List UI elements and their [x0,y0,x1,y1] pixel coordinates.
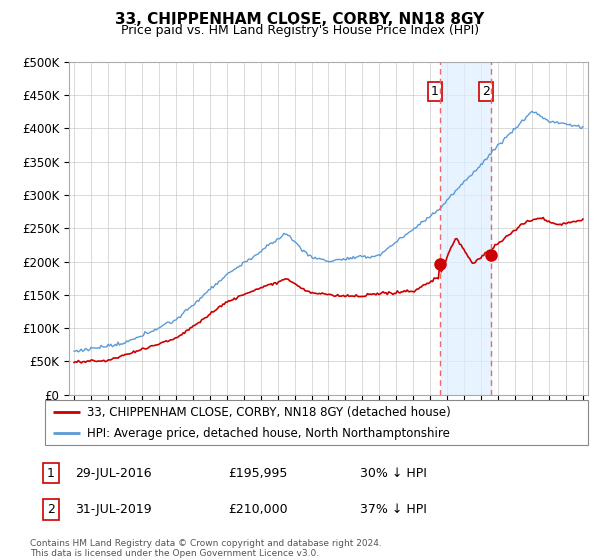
Text: 33, CHIPPENHAM CLOSE, CORBY, NN18 8GY: 33, CHIPPENHAM CLOSE, CORBY, NN18 8GY [115,12,485,27]
Text: Price paid vs. HM Land Registry's House Price Index (HPI): Price paid vs. HM Land Registry's House … [121,24,479,36]
Text: £210,000: £210,000 [228,503,287,516]
Text: 29-JUL-2016: 29-JUL-2016 [75,466,152,480]
Text: 2: 2 [482,85,490,98]
Text: HPI: Average price, detached house, North Northamptonshire: HPI: Average price, detached house, Nort… [88,427,450,440]
Text: 1: 1 [431,85,439,98]
Text: 31-JUL-2019: 31-JUL-2019 [75,503,152,516]
Text: Contains HM Land Registry data © Crown copyright and database right 2024.: Contains HM Land Registry data © Crown c… [30,539,382,548]
Text: 1: 1 [47,466,55,480]
Text: 30% ↓ HPI: 30% ↓ HPI [360,466,427,480]
Text: 33, CHIPPENHAM CLOSE, CORBY, NN18 8GY (detached house): 33, CHIPPENHAM CLOSE, CORBY, NN18 8GY (d… [88,406,451,419]
Text: 37% ↓ HPI: 37% ↓ HPI [360,503,427,516]
FancyBboxPatch shape [45,400,588,445]
Text: 2: 2 [47,503,55,516]
Text: £195,995: £195,995 [228,466,287,480]
Text: This data is licensed under the Open Government Licence v3.0.: This data is licensed under the Open Gov… [30,549,319,558]
